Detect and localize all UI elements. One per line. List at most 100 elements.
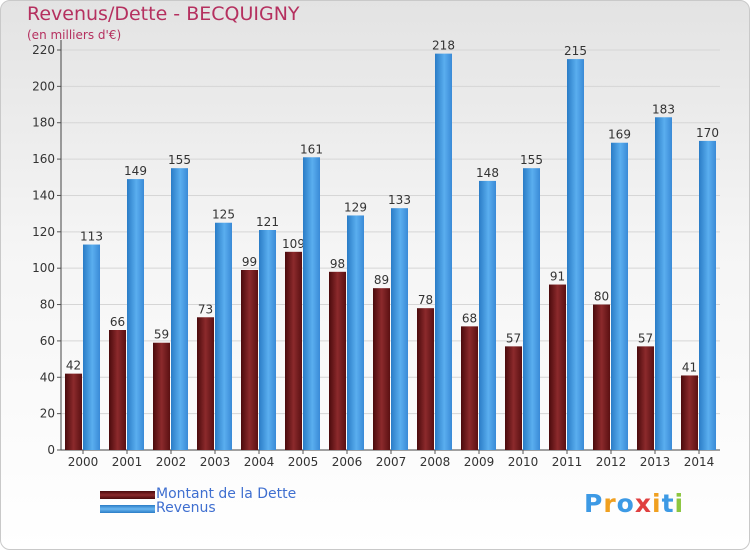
bar-revenus bbox=[303, 157, 320, 451]
x-tick-label: 2004 bbox=[244, 455, 275, 469]
data-label-revenus: 183 bbox=[652, 102, 675, 116]
logo-letter: P bbox=[584, 489, 604, 518]
x-tick-label: 2005 bbox=[288, 455, 319, 469]
bar-revenus bbox=[127, 179, 144, 450]
x-tick-label: 2012 bbox=[596, 455, 627, 469]
x-tick-label: 2000 bbox=[68, 455, 99, 469]
x-tick-label: 2013 bbox=[640, 455, 671, 469]
data-label-revenus: 125 bbox=[212, 208, 235, 222]
proxiti-logo: Proxiti bbox=[584, 489, 684, 518]
bar-revenus bbox=[171, 168, 188, 450]
bar-dette bbox=[329, 271, 346, 450]
legend-label-dette: Montant de la Dette bbox=[156, 486, 297, 502]
data-label-dette: 68 bbox=[462, 311, 477, 325]
bar-dette bbox=[373, 288, 390, 450]
bar-revenus bbox=[83, 244, 100, 450]
bar-revenus bbox=[523, 168, 540, 450]
data-label-dette: 59 bbox=[154, 328, 169, 342]
legend-swatch-dette bbox=[100, 491, 155, 499]
x-tick-label: 2006 bbox=[332, 455, 363, 469]
bar-revenus bbox=[611, 142, 628, 450]
logo-letter: r bbox=[603, 489, 617, 518]
bar-revenus bbox=[259, 230, 276, 450]
bar-dette bbox=[637, 346, 654, 450]
data-label-revenus: 155 bbox=[168, 153, 191, 167]
data-label-dette: 109 bbox=[282, 237, 305, 251]
data-label-dette: 89 bbox=[374, 273, 389, 287]
bar-dette bbox=[593, 304, 610, 450]
y-tick-label: 140 bbox=[32, 188, 55, 202]
y-tick-label: 220 bbox=[32, 43, 55, 57]
y-tick-label: 100 bbox=[32, 261, 55, 275]
data-label-dette: 57 bbox=[506, 331, 521, 345]
y-tick-label: 160 bbox=[32, 152, 55, 166]
data-label-revenus: 161 bbox=[300, 142, 323, 156]
data-label-dette: 57 bbox=[638, 331, 653, 345]
data-label-revenus: 170 bbox=[696, 126, 719, 140]
data-label-revenus: 121 bbox=[256, 215, 279, 229]
bar-revenus bbox=[391, 208, 408, 450]
bar-revenus bbox=[435, 53, 452, 451]
bar-dette bbox=[153, 342, 170, 450]
data-label-revenus: 215 bbox=[564, 44, 587, 58]
y-tick-label: 80 bbox=[40, 298, 55, 312]
data-label-revenus: 129 bbox=[344, 200, 367, 214]
legend-swatch-revenus bbox=[100, 505, 155, 513]
data-label-revenus: 133 bbox=[388, 193, 411, 207]
logo-letter: o bbox=[616, 489, 635, 518]
x-tick-label: 2001 bbox=[112, 455, 143, 469]
chart-title: Revenus/Dette - BECQUIGNY bbox=[27, 3, 300, 25]
y-tick-label: 180 bbox=[32, 116, 55, 130]
x-tick-label: 2011 bbox=[552, 455, 583, 469]
bar-revenus bbox=[479, 180, 496, 450]
y-tick-label: 200 bbox=[32, 79, 55, 93]
bar-dette bbox=[549, 284, 566, 450]
bar-revenus bbox=[347, 215, 364, 450]
y-tick-label: 40 bbox=[40, 370, 55, 384]
data-label-revenus: 148 bbox=[476, 166, 499, 180]
bar-dette bbox=[505, 346, 522, 450]
y-tick-label: 60 bbox=[40, 334, 55, 348]
bar-dette bbox=[241, 270, 258, 450]
data-label-revenus: 169 bbox=[608, 128, 631, 142]
x-tick-label: 2008 bbox=[420, 455, 451, 469]
bar-revenus bbox=[699, 140, 716, 450]
y-tick-label: 0 bbox=[47, 443, 55, 457]
bar-revenus bbox=[215, 222, 232, 450]
x-tick-label: 2010 bbox=[508, 455, 539, 469]
x-tick-label: 2009 bbox=[464, 455, 495, 469]
data-label-dette: 78 bbox=[418, 293, 433, 307]
data-label-dette: 66 bbox=[110, 315, 125, 329]
bar-revenus bbox=[567, 59, 584, 450]
data-label-dette: 42 bbox=[66, 359, 81, 373]
data-label-revenus: 113 bbox=[80, 230, 103, 244]
bar-dette bbox=[285, 251, 302, 450]
data-label-revenus: 218 bbox=[432, 39, 455, 53]
data-label-dette: 73 bbox=[198, 302, 213, 316]
chart-subtitle: (en milliers d'€) bbox=[27, 28, 122, 42]
y-tick-label: 120 bbox=[32, 225, 55, 239]
data-label-dette: 99 bbox=[242, 255, 257, 269]
x-tick-label: 2002 bbox=[156, 455, 187, 469]
bar-dette bbox=[197, 317, 214, 450]
logo-letter: x bbox=[634, 489, 652, 518]
data-label-revenus: 149 bbox=[124, 164, 147, 178]
data-label-revenus: 155 bbox=[520, 153, 543, 167]
x-tick-label: 2003 bbox=[200, 455, 231, 469]
bar-revenus bbox=[655, 117, 672, 450]
bar-dette bbox=[65, 373, 82, 450]
legend-label-revenus: Revenus bbox=[156, 500, 216, 516]
data-label-dette: 98 bbox=[330, 257, 345, 271]
data-label-dette: 41 bbox=[682, 360, 697, 374]
data-label-dette: 91 bbox=[550, 270, 565, 284]
bar-dette bbox=[461, 326, 478, 450]
bar-dette bbox=[417, 308, 434, 450]
logo-letter: t bbox=[661, 489, 675, 518]
y-tick-label: 20 bbox=[40, 407, 55, 421]
logo-letter: i bbox=[674, 489, 685, 518]
bar-dette bbox=[109, 330, 126, 450]
data-label-dette: 80 bbox=[594, 290, 609, 304]
logo-letter: i bbox=[652, 489, 662, 518]
x-tick-label: 2014 bbox=[684, 455, 715, 469]
